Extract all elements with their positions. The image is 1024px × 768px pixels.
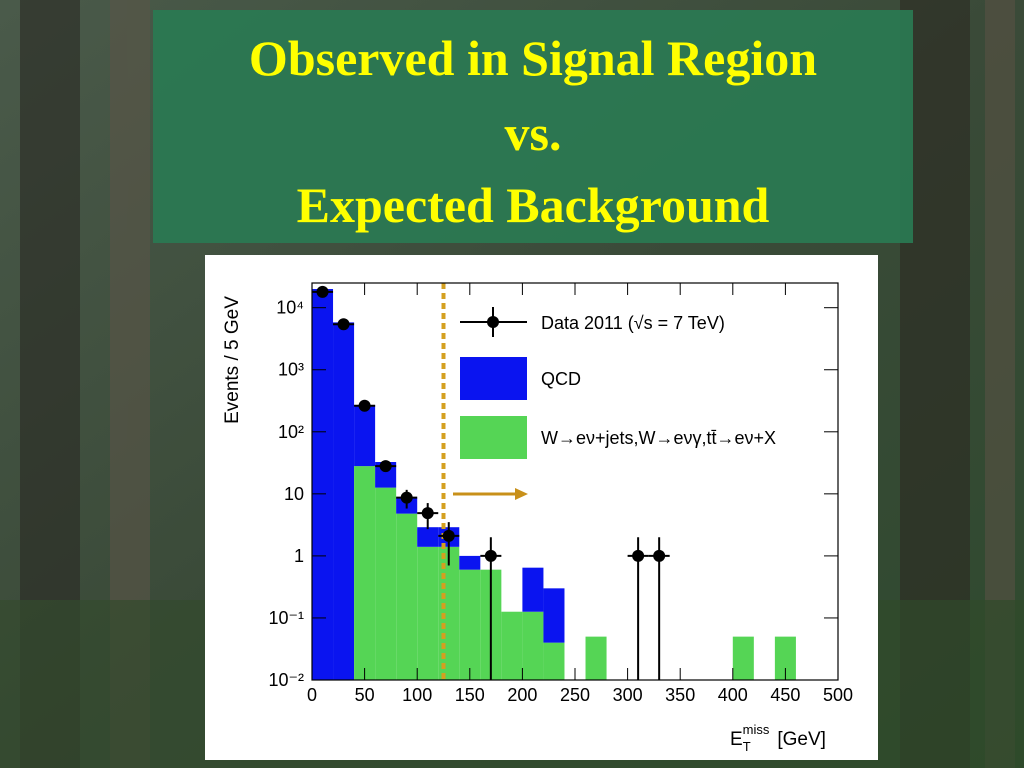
legend-marker: [487, 316, 499, 328]
y-tick-label: 10³: [278, 360, 304, 380]
histogram-bar: [501, 611, 523, 680]
plot: [312, 283, 796, 680]
data-point: [421, 507, 434, 520]
legend-label: W→eν+jets,W→eνγ,tt̄→eν+X: [541, 428, 776, 448]
x-tick-label: 450: [770, 685, 800, 705]
histogram-bar: [522, 611, 544, 680]
data-point: [337, 318, 350, 331]
y-tick-label: 10²: [278, 422, 304, 442]
histogram-bar: [459, 555, 481, 570]
histogram-bar: [312, 289, 334, 680]
data-point: [653, 549, 666, 562]
histogram-bar: [732, 636, 754, 680]
histogram-bar: [543, 642, 565, 680]
histogram-bar: [333, 322, 355, 680]
x-tick-label: 400: [718, 685, 748, 705]
x-tick-label: 50: [355, 685, 375, 705]
data-point: [400, 491, 413, 504]
histogram-bar: [543, 588, 565, 643]
legend-swatch: [460, 416, 527, 459]
y-tick-label: 10⁻²: [268, 670, 304, 690]
histogram-bar: [774, 636, 796, 680]
histogram-bar: [354, 405, 376, 467]
legend-label: QCD: [541, 369, 581, 389]
x-tick-label: 0: [307, 685, 317, 705]
title-line: Expected Background: [297, 177, 770, 233]
x-tick-label: 150: [455, 685, 485, 705]
x-label-sub: T: [743, 739, 751, 754]
x-label-sup: miss: [743, 722, 770, 737]
y-tick-label: 10: [284, 484, 304, 504]
histogram-bar: [375, 487, 397, 680]
x-tick-label: 300: [613, 685, 643, 705]
data-point: [442, 529, 455, 542]
x-tick-label: 200: [507, 685, 537, 705]
data-point: [484, 549, 497, 562]
x-tick-label: 250: [560, 685, 590, 705]
x-tick-label: 500: [823, 685, 853, 705]
legend-swatch: [460, 357, 527, 400]
x-axis-label: ETmiss [GeV]: [730, 722, 826, 754]
data-point: [316, 285, 329, 298]
data-point: [632, 549, 645, 562]
histogram-bar: [438, 546, 460, 680]
data-point: [358, 399, 371, 412]
cut-arrow: [453, 488, 528, 500]
y-tick-label: 10⁻¹: [268, 608, 304, 628]
histogram-bar: [417, 527, 439, 547]
x-label-base: E: [730, 729, 743, 750]
histogram-bar: [459, 569, 481, 680]
title-line: Observed in Signal Region: [249, 30, 817, 86]
legend-label: Data 2011 (√s = 7 TeV): [541, 313, 725, 333]
y-tick-label: 1: [294, 546, 304, 566]
histogram-bar: [522, 567, 544, 612]
y-tick-label: 10⁴: [276, 298, 304, 318]
histogram-bar: [585, 636, 607, 680]
x-tick-label: 100: [402, 685, 432, 705]
histogram-bar: [354, 466, 376, 680]
data-point: [379, 460, 392, 473]
title-box: [153, 10, 913, 243]
x-tick-label: 350: [665, 685, 695, 705]
histogram-bar: [417, 546, 439, 680]
x-label-unit: [GeV]: [777, 729, 826, 750]
histogram-bar: [396, 513, 418, 680]
y-axis-label: Events / 5 GeV: [222, 296, 243, 424]
title-line: vs.: [505, 105, 562, 161]
